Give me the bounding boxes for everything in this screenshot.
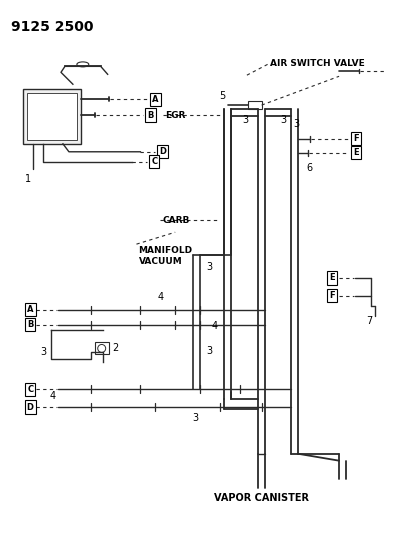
Text: 4: 4 xyxy=(50,391,56,401)
Text: C: C xyxy=(151,157,157,166)
Text: 3: 3 xyxy=(242,115,249,125)
Text: E: E xyxy=(329,273,335,282)
Text: 3: 3 xyxy=(293,119,300,129)
Text: B: B xyxy=(27,320,33,329)
Text: 3: 3 xyxy=(206,262,212,272)
Text: A: A xyxy=(152,95,159,103)
Text: 3: 3 xyxy=(40,348,46,358)
Text: C: C xyxy=(27,385,33,394)
Text: 4: 4 xyxy=(157,292,163,302)
Text: A: A xyxy=(27,305,33,314)
Text: AIR SWITCH VALVE: AIR SWITCH VALVE xyxy=(270,59,364,68)
Text: 1: 1 xyxy=(25,174,31,184)
Text: VAPOR CANISTER: VAPOR CANISTER xyxy=(214,494,309,504)
Bar xyxy=(27,93,77,140)
Text: 7: 7 xyxy=(366,316,372,326)
Bar xyxy=(23,89,81,144)
Text: D: D xyxy=(27,402,34,411)
Text: EGR: EGR xyxy=(165,110,186,119)
Text: B: B xyxy=(147,110,154,119)
Text: 9125 2500: 9125 2500 xyxy=(12,20,94,34)
Text: 2: 2 xyxy=(113,343,119,353)
Text: D: D xyxy=(159,147,166,156)
Circle shape xyxy=(98,344,106,352)
Text: 6: 6 xyxy=(306,163,312,173)
Text: 3: 3 xyxy=(280,115,286,125)
Text: MANIFOLD
VACUUM: MANIFOLD VACUUM xyxy=(139,246,193,266)
Text: F: F xyxy=(329,292,335,300)
Ellipse shape xyxy=(77,62,89,67)
Text: CARB: CARB xyxy=(162,216,189,225)
Text: 3: 3 xyxy=(206,346,212,357)
Bar xyxy=(248,101,262,109)
Text: 4: 4 xyxy=(212,320,218,330)
Bar xyxy=(95,343,109,354)
Text: F: F xyxy=(353,134,359,143)
Text: E: E xyxy=(353,148,359,157)
Text: 3: 3 xyxy=(192,413,198,423)
Text: 5: 5 xyxy=(219,91,225,101)
